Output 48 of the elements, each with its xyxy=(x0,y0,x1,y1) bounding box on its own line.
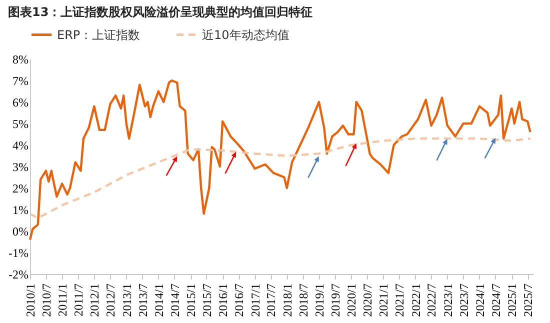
x-tick-label: 2025/7 xyxy=(521,284,536,317)
x-tick-label: 2011/7 xyxy=(71,284,86,316)
y-tick-label: -1% xyxy=(8,246,28,260)
x-tick-label: 2024/7 xyxy=(488,284,503,317)
y-tick-label: 5% xyxy=(12,117,28,131)
x-tick-label: 2018/1 xyxy=(280,284,294,317)
y-tick-label: 4% xyxy=(12,138,28,152)
x-tick-label: 2015/1 xyxy=(184,284,198,317)
x-tick-label: 2025/1 xyxy=(505,284,520,317)
x-tick-label: 2017/7 xyxy=(264,284,278,317)
x-tick-label: 2010/7 xyxy=(39,284,54,317)
x-tick-label: 2013/7 xyxy=(136,284,150,317)
y-tick-label: 6% xyxy=(12,96,28,110)
x-tick-label: 2020/1 xyxy=(344,284,359,317)
x-tick-label: 2010/1 xyxy=(24,284,38,317)
y-tick-label: 7% xyxy=(12,74,28,88)
x-tick-label: 2023/1 xyxy=(440,284,455,317)
y-tick-label: 3% xyxy=(12,160,28,174)
x-tick-label: 2018/7 xyxy=(296,284,310,317)
chart-title: 图表13：上证指数股权风险溢价呈现典型的均值回归特征 xyxy=(8,5,313,19)
y-tick-label: 2% xyxy=(12,182,28,196)
x-tick-label: 2012/7 xyxy=(104,284,118,317)
x-tick-label: 2021/7 xyxy=(392,284,407,317)
x-tick-label: 2021/1 xyxy=(376,284,391,317)
x-tick-label: 2011/1 xyxy=(56,284,70,316)
legend-label: 近10年动态均值 xyxy=(202,28,290,42)
y-tick-label: 0% xyxy=(12,224,28,238)
x-tick-label: 2019/7 xyxy=(328,284,342,317)
x-tick-label: 2023/7 xyxy=(456,284,471,317)
y-tick-label: 8% xyxy=(12,52,28,66)
x-tick-label: 2024/1 xyxy=(472,284,487,317)
y-tick-label: -2% xyxy=(8,268,28,282)
line-series xyxy=(28,79,532,241)
x-tick-label: 2020/7 xyxy=(360,284,375,317)
x-tick-label: 2016/1 xyxy=(216,284,230,317)
x-tick-label: 2017/1 xyxy=(248,284,262,317)
x-tick-label: 2019/1 xyxy=(312,284,326,317)
x-tick-label: 2022/1 xyxy=(408,284,423,317)
x-tick-label: 2013/1 xyxy=(120,284,134,317)
x-tick-label: 2022/7 xyxy=(424,284,439,317)
x-tick-label: 2012/1 xyxy=(88,284,102,317)
legend-label: ERP：上证指数 xyxy=(57,28,140,42)
x-tick-label: 2014/7 xyxy=(168,284,182,317)
x-tick-label: 2014/1 xyxy=(152,284,166,317)
x-tick-label: 2016/7 xyxy=(232,284,246,317)
line-series xyxy=(28,137,532,220)
y-tick-label: 1% xyxy=(12,203,28,217)
x-tick-label: 2015/7 xyxy=(200,284,214,317)
